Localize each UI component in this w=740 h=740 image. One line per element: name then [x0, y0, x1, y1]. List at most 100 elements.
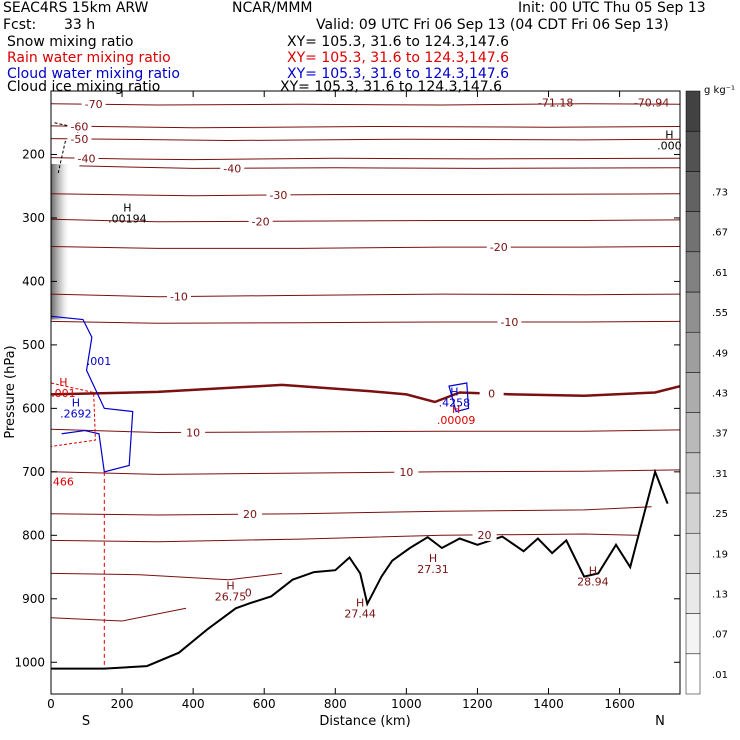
x-tick-label: 400 — [182, 697, 205, 711]
isotherm-label-bg — [220, 162, 245, 175]
isotherm-15 — [51, 572, 283, 581]
isotherm-9 — [51, 320, 680, 324]
y-tick-label: 500 — [22, 338, 45, 352]
y-tick-label: 900 — [22, 592, 45, 606]
cloud-water-contour-left — [51, 315, 134, 473]
isotherm-label: 10 — [399, 466, 413, 479]
isotherm-label-bg — [266, 188, 291, 201]
colorbar-unit: g kg⁻¹ — [704, 85, 735, 96]
model-name: SEAC4RS 15km ARW — [3, 0, 149, 16]
isotherm-label: -30 — [269, 189, 287, 202]
colorbar-label: .67 — [712, 228, 728, 239]
isotherm-label: -40 — [223, 162, 241, 175]
isotherm-label: -20 — [252, 215, 270, 228]
x-tick-label: 1600 — [604, 697, 635, 711]
extremum-value: .00194 — [108, 213, 147, 226]
field-coords-snow: XY= 105.3, 31.6 to 124.3,147.6 — [287, 34, 510, 50]
extremum-letter: H — [72, 396, 80, 409]
colorbar-swatch — [685, 653, 701, 695]
terrain-line — [51, 468, 669, 670]
x-tick-label: 200 — [111, 697, 134, 711]
colorbar-label: .13 — [712, 590, 728, 601]
isotherm-label: -10 — [170, 290, 188, 303]
isotherm-label: -10 — [500, 316, 518, 329]
extremum-value: 27.44 — [344, 607, 376, 620]
colorbar-label: .07 — [712, 630, 728, 641]
isotherm-label-bg — [74, 152, 99, 165]
colorbar-swatch — [685, 613, 701, 655]
isotherm-2 — [51, 138, 680, 142]
colorbar-label: .73 — [712, 188, 728, 199]
y-tick-label: 300 — [22, 211, 45, 225]
isotherm-4 — [79, 165, 680, 169]
colorbar-swatch — [685, 573, 701, 614]
y-tick-label: 1000 — [14, 655, 45, 669]
colorbar-label: .19 — [712, 549, 728, 560]
isotherm-16 — [51, 607, 187, 622]
colorbar-swatch — [685, 331, 701, 373]
x-end-label-left: S — [82, 714, 90, 729]
forecast-hour: 33 h — [64, 17, 96, 33]
extremum-letter: H — [665, 129, 673, 142]
contour-label-misc: .466 — [49, 475, 74, 488]
isotherm-label-bg — [486, 241, 511, 254]
isotherm-5 — [51, 193, 680, 197]
isotherm-label: -60 — [70, 120, 88, 133]
isotherm-14 — [51, 533, 638, 543]
isotherm-0 — [51, 103, 680, 106]
isotherm-7 — [51, 246, 680, 249]
colorbar-swatch — [685, 90, 701, 132]
extremum-value: .2692 — [60, 407, 92, 420]
field-name-cloud-water: Cloud water mixing ratio — [7, 66, 180, 82]
isotherm-label: 0 — [488, 388, 495, 401]
extremum-letter: H — [226, 579, 234, 592]
valid-time: Valid: 09 UTC Fri 06 Sep 13 (04 CDT Fri … — [316, 17, 669, 33]
extremum-value: 26.75 — [215, 590, 247, 603]
y-tick-label: 700 — [22, 465, 45, 479]
colorbar-label: .49 — [712, 348, 728, 359]
isotherm-label: 20 — [478, 529, 492, 542]
x-tick-label: 1200 — [462, 697, 493, 711]
isotherm-11 — [51, 428, 680, 434]
colorbar-swatch — [685, 412, 701, 454]
isotherm-label-bg — [394, 466, 419, 479]
extremum-value: 27.31 — [417, 563, 449, 576]
y-tick-label: 400 — [22, 274, 45, 288]
extremum-letter: H — [450, 386, 458, 399]
extremum-value: .4258 — [439, 397, 471, 410]
contour-label-misc: 0 — [245, 586, 252, 599]
isotherm-6 — [51, 218, 680, 223]
rain-water-contour — [51, 382, 96, 447]
isotherm-label-bg — [497, 316, 522, 329]
isotherm-label-bg — [248, 215, 273, 228]
isotherm-label: -20 — [490, 241, 508, 254]
extremum-letter: H — [452, 403, 460, 416]
isotherm-label-bg — [81, 98, 106, 111]
isotherm-12 — [51, 469, 680, 475]
isotherm-label: -50 — [70, 133, 88, 146]
field-coords-rain: XY= 105.3, 31.6 to 124.3,147.6 — [287, 50, 510, 66]
colorbar-label: .43 — [712, 389, 728, 400]
isotherm-label-bg — [479, 387, 504, 400]
contour-label-top: -70.94 — [634, 96, 669, 109]
extremum-letter: H — [429, 552, 437, 565]
field-name-snow: Snow mixing ratio — [7, 34, 134, 50]
colorbar-swatch — [685, 171, 701, 212]
isotherm-label-bg — [181, 426, 206, 439]
x-tick-label: 1400 — [533, 697, 564, 711]
y-tick-label: 800 — [22, 528, 45, 542]
colorbar-label: .37 — [712, 429, 728, 440]
x-tick-label: 800 — [324, 697, 347, 711]
colorbar-swatch — [685, 130, 701, 172]
x-tick-label: 600 — [253, 697, 276, 711]
extremum-letter: H — [589, 565, 597, 578]
y-tick-label: 600 — [22, 401, 45, 415]
field-name-rain: Rain water mixing ratio — [7, 50, 171, 66]
colorbar-label: .31 — [712, 469, 728, 480]
isotherm-label: 10 — [186, 426, 200, 439]
isotherm-label: -70 — [85, 98, 103, 111]
extremum-letter: H — [59, 376, 67, 389]
isotherm-1 — [51, 125, 680, 129]
colorbar-label: .25 — [712, 509, 728, 520]
plot-frame — [50, 90, 681, 695]
